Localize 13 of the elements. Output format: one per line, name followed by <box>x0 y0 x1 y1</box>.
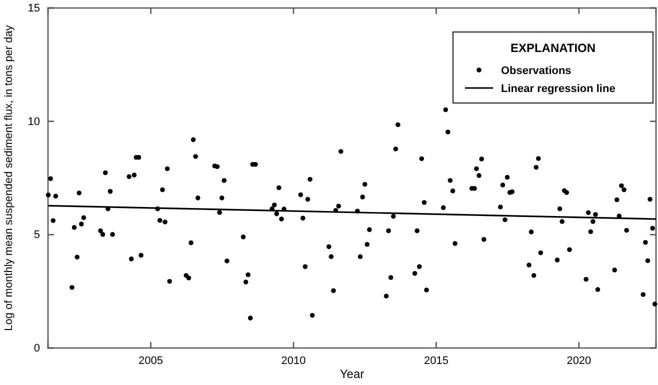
y-tick-label: 10 <box>28 116 40 128</box>
legend-label: Observations <box>501 65 572 77</box>
y-axis-title: Log of monthly mean suspended sediment flux, in tons per day <box>3 24 15 331</box>
legend-title: EXPLANATION <box>510 41 596 55</box>
x-tick-label: 2020 <box>566 354 592 367</box>
y-tick-label: 0 <box>34 342 40 355</box>
x-tick-label: 2010 <box>281 354 306 367</box>
x-axis-title: Year <box>340 367 364 381</box>
x-tick-label: 2015 <box>424 354 448 367</box>
legend-label: Linear regression line <box>501 83 616 95</box>
x-tick-label: 2005 <box>138 354 164 367</box>
y-tick-label: 5 <box>34 229 40 242</box>
y-tick-label: 15 <box>28 2 40 15</box>
